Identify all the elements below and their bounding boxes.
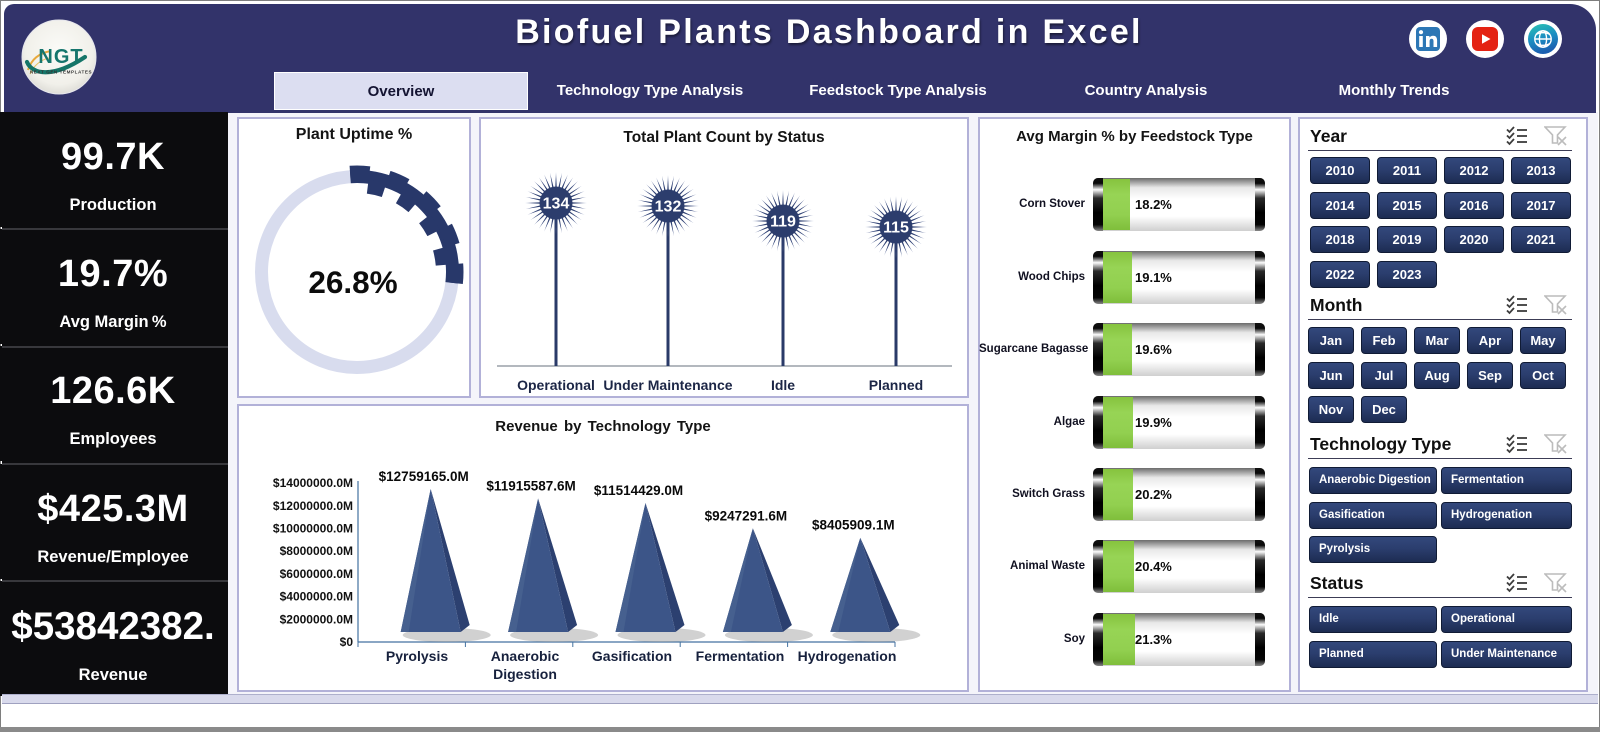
svg-text:Fermentation: Fermentation bbox=[696, 648, 785, 664]
svg-text:115: 115 bbox=[883, 220, 909, 237]
svg-text:26.8%: 26.8% bbox=[308, 264, 397, 300]
svg-text:$2000000.0M: $2000000.0M bbox=[280, 612, 353, 626]
svg-text:Anaerobic: Anaerobic bbox=[491, 648, 560, 664]
svg-text:$4000000.0M: $4000000.0M bbox=[280, 590, 353, 604]
svg-text:Under Maintenance: Under Maintenance bbox=[603, 377, 732, 393]
svg-text:$12759165.0M: $12759165.0M bbox=[379, 469, 469, 484]
svg-text:$8405909.1M: $8405909.1M bbox=[812, 518, 895, 533]
svg-text:Idle: Idle bbox=[771, 377, 795, 393]
svg-text:Operational: Operational bbox=[517, 377, 595, 393]
svg-text:Gasification: Gasification bbox=[592, 648, 672, 664]
svg-text:Pyrolysis: Pyrolysis bbox=[386, 648, 448, 664]
svg-text:$14000000.0M: $14000000.0M bbox=[273, 476, 353, 490]
svg-text:$10000000.0M: $10000000.0M bbox=[273, 522, 353, 536]
svg-text:$8000000.0M: $8000000.0M bbox=[280, 544, 353, 558]
svg-text:134: 134 bbox=[543, 196, 570, 213]
svg-text:$9247291.6M: $9247291.6M bbox=[705, 508, 788, 523]
svg-text:$6000000.0M: $6000000.0M bbox=[280, 567, 353, 581]
svg-text:Hydrogenation: Hydrogenation bbox=[798, 648, 897, 664]
svg-text:$0: $0 bbox=[340, 635, 354, 649]
svg-text:$12000000.0M: $12000000.0M bbox=[273, 499, 353, 513]
svg-text:NGT: NGT bbox=[38, 46, 83, 68]
svg-text:NEXT GEN TEMPLATES: NEXT GEN TEMPLATES bbox=[30, 70, 92, 75]
svg-text:Digestion: Digestion bbox=[493, 666, 557, 682]
svg-text:$11514429.0M: $11514429.0M bbox=[594, 483, 683, 498]
svg-text:Planned: Planned bbox=[869, 377, 923, 393]
svg-text:119: 119 bbox=[770, 214, 796, 231]
svg-text:132: 132 bbox=[655, 199, 682, 216]
svg-text:$11915587.6M: $11915587.6M bbox=[486, 478, 575, 493]
